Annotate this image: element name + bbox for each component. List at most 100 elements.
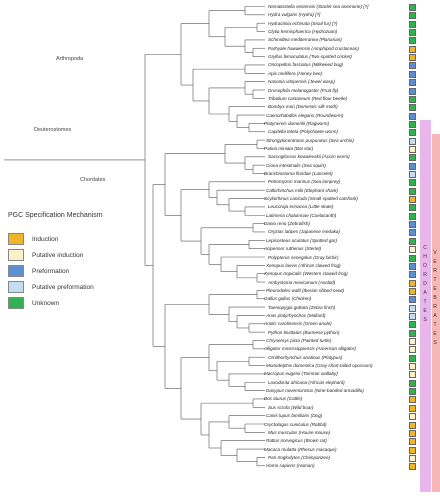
taxon-label: Xenopus laevis (African clawed frog) <box>266 262 341 268</box>
pgc-mechanism-box <box>409 171 416 178</box>
pgc-mechanism-box <box>409 338 416 345</box>
taxon-label: Dasypus novemcinctus (Nine-banded armadi… <box>266 388 364 394</box>
pgc-mechanism-box <box>409 304 416 312</box>
taxon-label: Chrysemys picta (Painted turtle) <box>266 338 332 343</box>
taxon-label: Sus scrofa (Wild boar) <box>268 404 314 410</box>
pgc-mechanism-box <box>409 463 416 471</box>
legend-label: Preformation <box>32 267 70 275</box>
legend-item: Preformation <box>8 263 138 279</box>
taxon-label: Python bivittatus (Burmese python) <box>268 329 340 335</box>
pgc-mechanism-box <box>409 137 416 145</box>
pgc-mechanism-box <box>409 87 416 95</box>
pgc-mechanism-box <box>409 12 416 20</box>
pgc-mechanism-box <box>409 162 416 170</box>
taxon-label: Apis mellifera (Honey bee) <box>268 70 323 76</box>
taxon-label: Hydra vulgaris (Hydra) [?] <box>268 12 321 18</box>
taxon-label: Drosophila melanogaster (Fruit fly) <box>268 87 339 93</box>
taxon-label: Branchiostoma floridae (Lancelet) <box>264 171 333 176</box>
pgc-mechanism-box <box>409 179 416 187</box>
taxon-label: Polypterus senegalus (Gray bichir) <box>268 254 339 260</box>
taxon-label: Ciona intestinalis (Sea squirt) <box>266 162 326 168</box>
taxon-label: Ambystoma mexicanum (Axolotl) <box>268 279 336 285</box>
taxon-label: Nematostella vectensis (Starlet sea anem… <box>268 4 369 9</box>
taxon-label: Macaca mulatta (Rhesus macaque) <box>264 446 337 452</box>
taxon-label: Schmidtea mediterranea (Planarian) <box>268 37 342 43</box>
pgc-mechanism-box <box>409 421 416 429</box>
pgc-mechanism-box <box>409 54 416 62</box>
chordates-band-label: CHORDATES <box>422 245 428 326</box>
taxon-label: Ornithorhynchus anatinus (Platypus) <box>268 354 343 360</box>
pgc-mechanism-box <box>409 321 416 329</box>
legend-label: Induction <box>32 235 59 243</box>
pgc-mechanism-box <box>409 187 416 195</box>
legend-item: Induction <box>8 231 138 247</box>
pgc-mechanism-box <box>409 346 416 354</box>
legend: PGC Specification Mechanism Induction Put… <box>8 212 138 311</box>
taxon-label: Danio rerio (Zebrafish) <box>264 221 310 227</box>
taxon-label: Strongylocentrotus purpuratus (Sea urchi… <box>266 137 354 143</box>
taxon-label: Scyliorhinus canicula (Small-spotted cat… <box>264 196 358 202</box>
taxon-label: Loxodonta africana (African elephant) <box>268 379 345 385</box>
legend-swatch <box>8 281 24 293</box>
legend-item: Putative induction <box>8 247 138 263</box>
pgc-mechanism-box <box>409 279 416 287</box>
taxon-label: Anas platyrhynchos (Mallard) <box>266 312 326 318</box>
pgc-mechanism-box <box>409 287 416 295</box>
pgc-mechanism-box <box>409 271 416 279</box>
legend-swatch <box>8 233 24 245</box>
pgc-mechanism-box <box>409 413 416 421</box>
taxon-label: Callorhinchus milii (Elephant shark) <box>266 187 338 193</box>
pgc-mechanism-box <box>409 329 416 337</box>
pgc-mechanism-box <box>409 62 416 70</box>
taxon-label: Anolis carolinensis (Green anole) <box>264 321 332 327</box>
taxon-label: Hydractinia echinata (Snail fur) [?] <box>268 20 338 26</box>
taxon-label: Pleurodeles waltl (Iberian ribbed newt) <box>266 287 345 293</box>
taxon-label: Patiria miniata (Bat star) <box>264 145 314 151</box>
taxon-label: Tribolium castaneum (Red flour beetle) <box>268 95 348 101</box>
taxon-label: Canis lupus familiaris (Dog) <box>266 413 323 419</box>
pgc-mechanism-box <box>409 129 416 137</box>
pgc-mechanism-box <box>409 204 416 212</box>
taxon-label: Rattus norvegicus (Brown rat) <box>266 438 327 444</box>
taxon-label: Taeniopygia guttata (Zebra finch) <box>268 304 336 310</box>
pgc-mechanism-box <box>409 254 416 262</box>
taxon-label: Alligator mississippiensis (American all… <box>264 346 356 352</box>
pgc-mechanism-box <box>409 454 416 462</box>
taxon-label: Lepisosteus oculatus (Spotted gar) <box>266 237 337 243</box>
taxon-label: Oryctolagus cuniculus (Rabbit) <box>264 421 327 427</box>
pgc-mechanism-box <box>409 229 416 237</box>
taxon-label: Leucoraja erinacea (Little skate) <box>268 204 334 210</box>
pgc-mechanism-box <box>409 45 416 53</box>
pgc-mechanism-box <box>409 237 416 245</box>
taxon-label: Latimeria chalumnae (Coelacanth) <box>266 212 337 218</box>
legend-item: Unknown <box>8 295 138 311</box>
pgc-mechanism-box <box>409 20 416 28</box>
legend-label: Putative induction <box>32 251 84 259</box>
taxon-label: Gryllus bimaculatus (Two-spotted cricket… <box>268 54 352 60</box>
taxon-label: Saccoglossus kowalevskii (Acorn worm) <box>268 154 350 160</box>
pgc-mechanism-box <box>409 212 416 220</box>
pgc-mechanism-box <box>409 37 416 45</box>
pgc-mechanism-box <box>409 221 416 229</box>
pgc-mechanism-box <box>409 79 416 87</box>
taxon-label: Petromyzon marinus (Sea lamprey) <box>268 179 341 185</box>
taxon-label: Pan troglodytes (Chimpanzee) <box>268 454 331 460</box>
legend-rows: Induction Putative induction Preformation P… <box>8 231 138 311</box>
pgc-mechanism-box <box>409 112 416 120</box>
legend-swatch <box>8 297 24 309</box>
taxon-label: Macropus eugenii (Tammar wallaby) <box>264 371 338 377</box>
taxon-label: Acipenser ruthenus (Sterlet) <box>264 246 322 252</box>
pgc-mechanism-box <box>409 438 416 446</box>
taxon-label: Platynereis dumerilii (Ragworm) <box>264 120 330 126</box>
pgc-mechanism-box <box>409 120 416 128</box>
pgc-mechanism-box <box>409 312 416 320</box>
pgc-mechanism-box <box>409 70 416 78</box>
taxon-label: Parhyale hawaiensis (Amphipod crustacean… <box>268 45 359 51</box>
legend-label: Putative preformation <box>32 283 94 291</box>
pgc-mechanism-box <box>409 354 416 362</box>
taxon-label: Mus musculus (House mouse) <box>268 429 331 435</box>
pgc-mechanism-box <box>409 145 416 153</box>
taxon-label: Capitella teleta (Polychaete worm) <box>268 129 338 135</box>
